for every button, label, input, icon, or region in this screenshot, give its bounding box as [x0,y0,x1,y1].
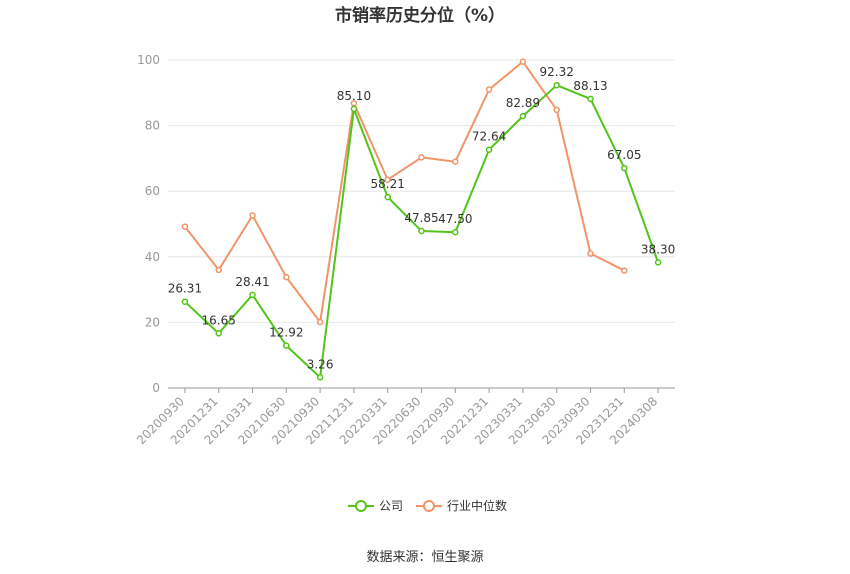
data-label: 72.64 [472,130,506,144]
source-note: 数据来源：恒生聚源 [366,550,483,565]
y-tick-label: 20 [145,315,160,329]
data-label: 38.30 [641,242,675,256]
data-point[interactable] [418,154,425,161]
y-tick-label: 100 [137,53,160,67]
legend-swatch-marker[interactable] [355,500,367,512]
data-point[interactable] [249,212,256,219]
data-point[interactable] [418,227,425,235]
data-label: 28.41 [235,275,269,289]
data-point[interactable] [181,223,189,230]
data-point[interactable] [587,250,594,257]
data-point[interactable] [587,95,594,103]
data-point[interactable] [350,105,358,113]
legend-item-label[interactable]: 行业中位数 [447,498,507,513]
data-label: 47.50 [438,212,472,226]
data-point[interactable] [215,266,222,274]
data-point[interactable] [485,86,493,93]
data-point[interactable] [621,267,628,274]
data-point[interactable] [215,330,222,337]
legend-item-label[interactable]: 公司 [379,499,403,513]
data-label: 82.89 [506,96,540,110]
data-point[interactable] [553,81,560,89]
data-point[interactable] [316,318,324,326]
data-label: 16.65 [202,313,236,327]
data-label: 26.31 [168,282,202,296]
data-labels: 26.31 16.65 28.41 12.92 3.26 85.10 58.21 47.85 4… [168,65,676,371]
series-layer [181,58,662,381]
data-point[interactable] [654,259,662,266]
data-label: 58.21 [371,177,405,191]
data-point[interactable] [384,176,391,183]
grid-lines [168,59,675,323]
axes: 0204060801002020093020201231202103312021… [134,53,675,447]
data-point[interactable] [519,112,527,120]
data-label: 88.13 [573,79,607,93]
data-label: 47.85 [404,211,438,225]
y-tick-label: 80 [145,119,160,133]
legend[interactable]: 公司 行业中位数 [348,498,507,513]
data-label: 3.26 [307,357,334,371]
data-point[interactable] [452,228,459,236]
data-point[interactable] [283,342,290,349]
chart-title: 市销率历史分位（%） [335,5,505,26]
y-tick-label: 60 [145,184,160,198]
data-point[interactable] [316,374,324,381]
data-label: 12.92 [269,326,303,340]
data-point[interactable] [249,291,256,299]
data-point[interactable] [452,158,459,165]
data-point[interactable] [384,193,391,201]
legend-swatch-marker[interactable] [423,500,435,512]
series-line-1 [184,60,625,324]
data-point[interactable] [621,164,628,172]
data-point[interactable] [283,273,290,281]
data-point[interactable] [553,106,560,114]
data-point[interactable] [181,298,189,305]
data-label: 85.10 [337,89,371,103]
data-point[interactable] [485,146,493,153]
data-label: 92.32 [540,65,574,79]
y-tick-label: 40 [145,250,160,264]
y-tick-label: 0 [152,381,160,395]
data-point[interactable] [519,58,527,65]
data-label: 67.05 [607,148,641,162]
